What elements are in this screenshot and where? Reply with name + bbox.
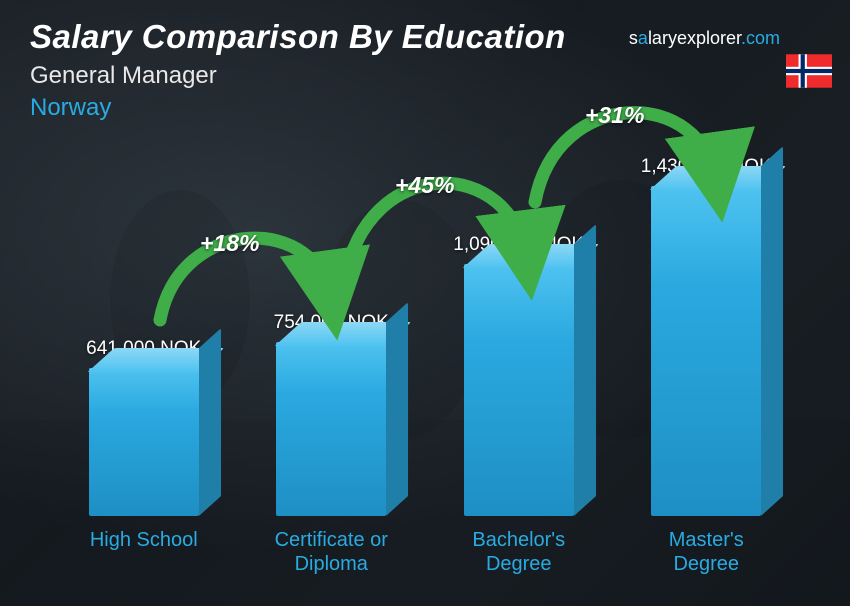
bar-group: 1,430,000 NOK Master's Degree <box>613 140 801 576</box>
increment-percent-label: +18% <box>200 230 259 257</box>
bar-chart: 641,000 NOK High School 754,000 NOK Cert… <box>50 140 800 576</box>
bar-category-label: Master's Degree <box>669 528 744 576</box>
bar-group: 754,000 NOK Certificate or Diploma <box>238 140 426 576</box>
bar <box>89 368 199 516</box>
brand-prefix: s <box>629 28 638 48</box>
bar <box>651 186 761 516</box>
chart-subtitle: General Manager <box>30 62 820 90</box>
brand-suffix: .com <box>741 28 780 48</box>
bar-group: 641,000 NOK High School <box>50 140 238 576</box>
bar <box>276 342 386 516</box>
bar-category-label: Certificate or Diploma <box>275 528 388 576</box>
bar-category-label: Bachelor's Degree <box>472 528 565 576</box>
bar-category-label: High School <box>90 528 198 576</box>
brand-accent: a <box>638 28 648 48</box>
increment-percent-label: +31% <box>585 102 644 129</box>
brand-logo: salaryexplorer.com <box>629 28 780 49</box>
brand-mid: laryexplorer <box>648 28 741 48</box>
chart-country: Norway <box>30 94 820 122</box>
norway-flag-icon <box>786 54 832 88</box>
bar <box>464 264 574 516</box>
increment-percent-label: +45% <box>395 172 454 199</box>
bar-group: 1,090,000 NOK Bachelor's Degree <box>425 140 613 576</box>
